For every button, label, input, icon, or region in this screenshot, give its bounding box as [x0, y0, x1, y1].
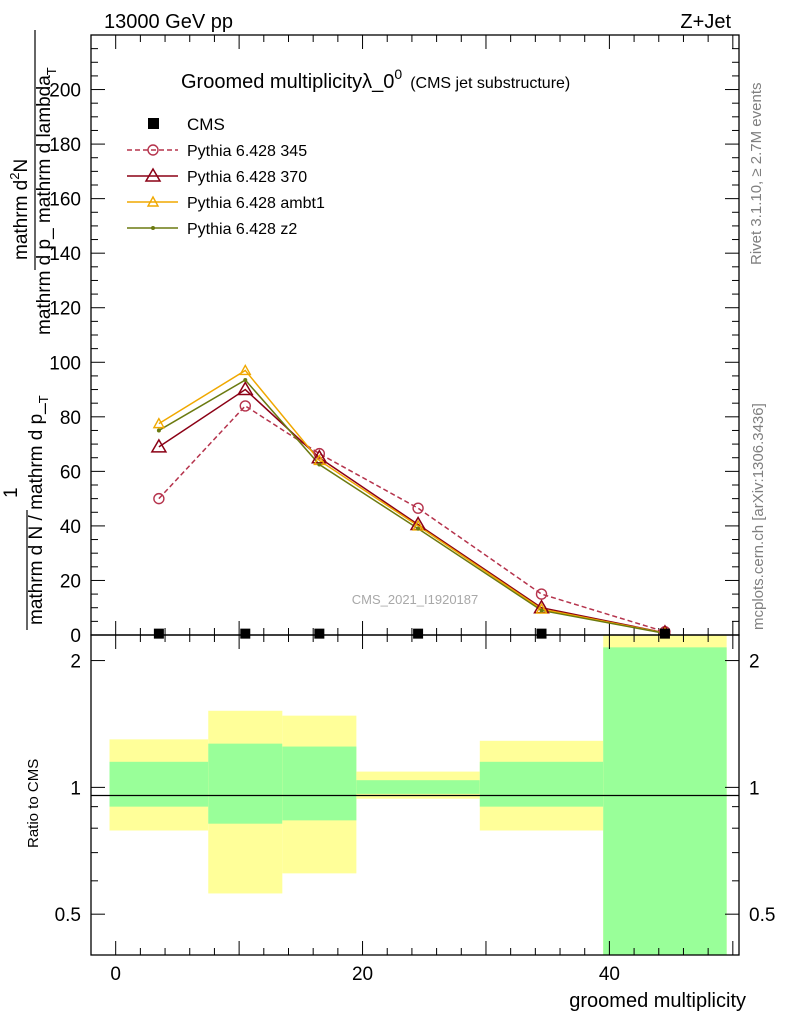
series-line	[158, 404, 666, 633]
rivet-label: Rivet 3.1.10, ≥ 2.7M events	[748, 83, 765, 266]
ratio-band-inner	[208, 743, 283, 824]
series-point	[146, 195, 160, 207]
cms-data-point	[536, 628, 547, 639]
ylabel-numerator-text: mathrm d	[11, 180, 32, 260]
ratio-band-inner	[356, 780, 480, 794]
main-ytick-label: 40	[60, 517, 81, 538]
ratio-ytick-label-right: 2	[749, 652, 760, 673]
ratio-axes: 0.5 0.51 12 20 20 40	[55, 635, 775, 985]
ylabel-denominator-sub: T	[44, 67, 59, 75]
main-ytick-label: 80	[60, 408, 81, 429]
cms-data-point	[240, 628, 251, 639]
main-ytick-label: 180	[49, 135, 81, 156]
watermark: CMS_2021_I1920187	[352, 592, 479, 607]
series-point	[313, 447, 326, 460]
ratio-band-inner	[109, 761, 209, 807]
legend: CMS Pythia 6.428 345 Pythia 6.428 370 Pythi…	[127, 115, 325, 238]
legend-label: Pythia 6.428 ambt1	[187, 195, 325, 212]
ratio-band-inner	[479, 761, 604, 807]
xlabel: groomed multiplicity	[569, 990, 746, 1012]
series-line	[158, 369, 666, 634]
main-ytick-label: 60	[60, 462, 81, 483]
ylabel-numerator: mathrm d2N	[7, 159, 32, 260]
series-point	[147, 144, 159, 156]
series-point	[535, 602, 548, 614]
legend-marker-cms	[148, 118, 159, 129]
chart-title: Groomed multiplicityλ_00 (CMS jet substru…	[181, 66, 570, 93]
ratio-ytick-label-right: 1	[749, 778, 760, 799]
series-point	[150, 438, 168, 453]
ylabel-denominator-text: mathrm d p_ mathrm d lambda	[34, 75, 55, 335]
chart-title-main: Groomed multiplicityλ_0	[181, 71, 394, 93]
cms-data-point	[153, 628, 164, 639]
ylabel-fraction-denominator: mathrm d N / mathrm d p_T	[26, 395, 51, 625]
main-ytick-label: 20	[60, 571, 81, 592]
chart-title-sup: 0	[394, 66, 402, 82]
ratio-band-inner	[603, 647, 727, 955]
xtick-label: 20	[352, 964, 373, 985]
ratio-ytick-label: 0.5	[55, 905, 81, 926]
series-line	[158, 379, 666, 635]
series-point	[416, 526, 421, 531]
main-axes: 0 20 40 60 80 100 120 140 160 180 200	[49, 35, 739, 647]
ratio-ytick-label: 1	[70, 778, 81, 799]
chart-title-sub: (CMS jet substructure)	[410, 75, 570, 92]
ylabel-fraction-denominator-text: mathrm d N / mathrm d p_	[26, 403, 47, 625]
ylabel-numerator-end: N	[11, 159, 32, 173]
ylabel-numerator-sup: 2	[7, 173, 22, 180]
series-point	[535, 588, 548, 600]
series-point	[539, 608, 544, 613]
series-point	[151, 226, 155, 230]
ylabel-fraction-one: 1	[1, 487, 22, 498]
legend-label: Pythia 6.428 345	[187, 143, 307, 160]
series-point	[152, 417, 166, 429]
header-right: Z+Jet	[680, 11, 731, 33]
series-point	[239, 400, 251, 412]
main-ytick-label: 200	[49, 81, 81, 102]
main-ytick-label: 100	[49, 353, 81, 374]
series-line	[158, 388, 666, 634]
series-point	[144, 167, 162, 182]
ratio-frame	[90, 634, 740, 956]
cms-data-point	[314, 628, 325, 639]
main-ylabel: mathrm d2N mathrm d p_ mathrm d lambdaT …	[1, 30, 59, 630]
ratio-band-inner	[282, 746, 357, 821]
main-ytick-label: 120	[49, 299, 81, 320]
main-markers	[153, 628, 670, 639]
series-point	[243, 378, 248, 382]
xtick-label: 0	[110, 964, 121, 985]
legend-label: Pythia 6.428 z2	[187, 221, 297, 238]
series-point	[317, 462, 322, 467]
header-left: 13000 GeV pp	[104, 11, 233, 33]
legend-label-cms: CMS	[187, 115, 225, 134]
ratio-ylabel: Ratio to CMS	[25, 759, 42, 848]
series-point	[153, 492, 165, 505]
series-point	[412, 502, 424, 514]
mcplots-label: mcplots.cern.ch [arXiv:1306.3436]	[750, 403, 767, 630]
ratio-ytick-label-right: 0.5	[749, 905, 775, 926]
cms-data-point	[413, 628, 424, 639]
series-point	[156, 428, 161, 433]
xtick-label: 40	[599, 964, 620, 985]
ylabel-fraction-denominator-sub: T	[36, 395, 51, 403]
series-point	[236, 381, 254, 396]
main-ytick-label: 0	[70, 626, 81, 647]
main-ytick-label: 160	[49, 190, 81, 211]
ylabel-denominator: mathrm d p_ mathrm d lambdaT	[34, 67, 59, 335]
ratio-ytick-label: 2	[70, 652, 81, 673]
series-point	[239, 364, 252, 376]
main-ytick-label: 140	[49, 244, 81, 265]
legend-label: Pythia 6.428 370	[187, 169, 307, 186]
cms-data-point	[659, 628, 670, 639]
